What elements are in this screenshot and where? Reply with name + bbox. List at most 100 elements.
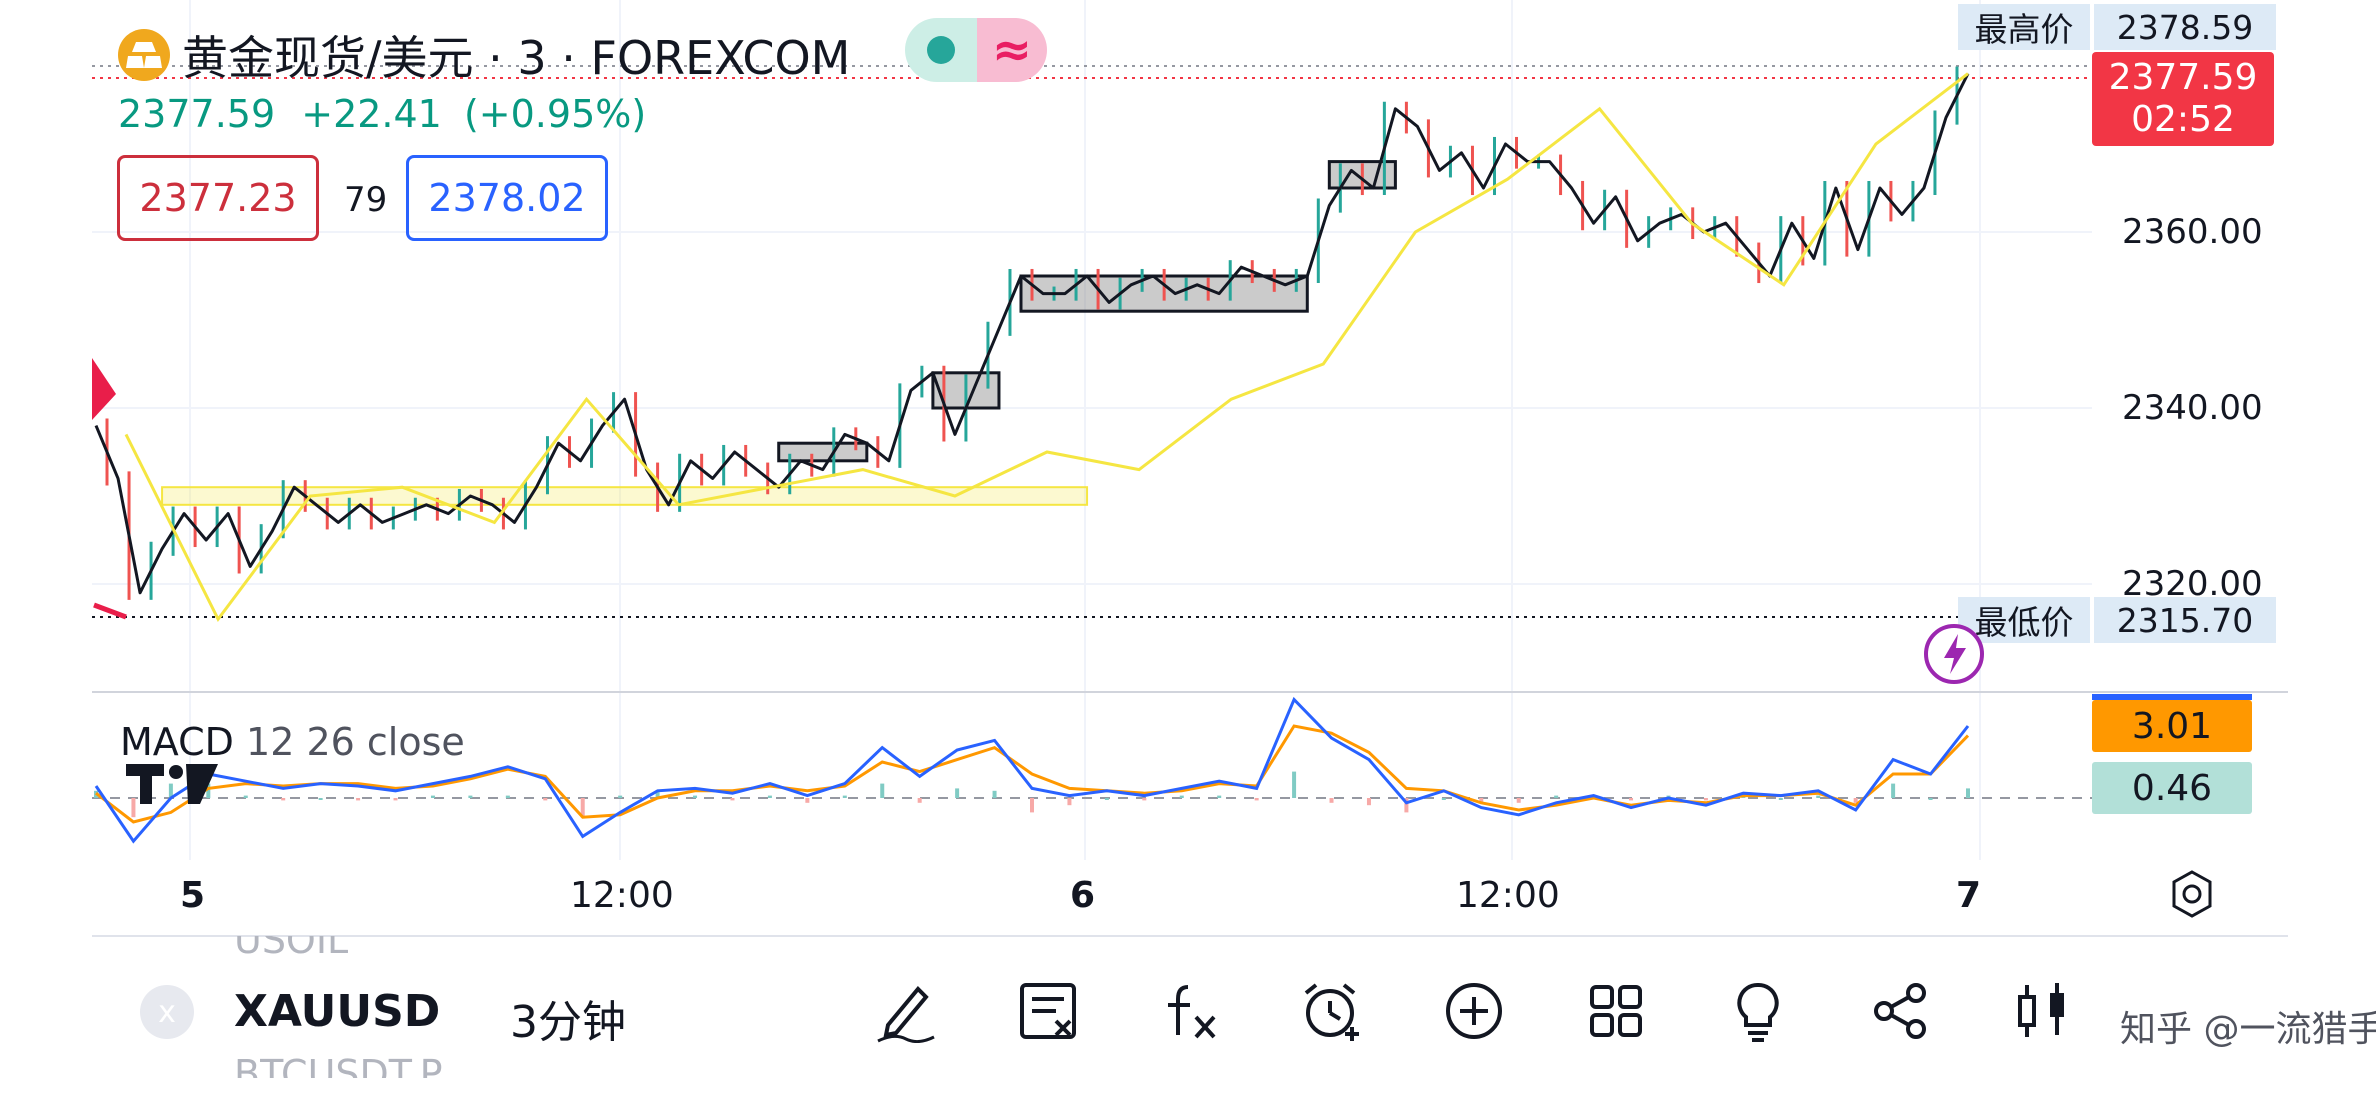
macd-histogram-bar-33 bbox=[1329, 798, 1334, 803]
indicators-fx-icon[interactable] bbox=[1154, 975, 1226, 1047]
macd-histogram-bar-25 bbox=[1030, 798, 1034, 813]
add-plus-icon[interactable] bbox=[1438, 975, 1510, 1047]
price-change: +22.41 bbox=[301, 92, 442, 136]
macd-histogram-bar-20 bbox=[842, 795, 847, 798]
macd-histogram-bar-17 bbox=[730, 798, 735, 801]
macd-histogram-bar-26 bbox=[1067, 798, 1072, 806]
macd-histogram-bar-41 bbox=[1629, 798, 1634, 801]
macd-histogram-bar-16 bbox=[693, 795, 698, 798]
chart-type-candles-icon[interactable] bbox=[2006, 975, 2078, 1047]
price-tick-2340: 2340.00 bbox=[2122, 388, 2263, 428]
symbol-selector[interactable]: XAUUSD bbox=[234, 986, 441, 1037]
macd-histogram-bar-27 bbox=[1104, 798, 1109, 800]
macd-pane bbox=[94, 696, 1970, 844]
price-change-line: 2377.59 +22.41 (+0.95%) bbox=[118, 92, 646, 136]
zigzag-line bbox=[124, 72, 1969, 623]
macd-histogram-bar-7 bbox=[356, 798, 361, 801]
price-lines bbox=[94, 72, 1970, 623]
price-change-pct: (+0.95%) bbox=[463, 92, 647, 136]
macd-histogram-bar-49 bbox=[1928, 798, 1933, 800]
macd-histogram-bar-31 bbox=[1254, 798, 1259, 801]
watchlist-prev-symbol[interactable]: USOIL bbox=[234, 918, 349, 962]
macd-histogram-bar-6 bbox=[318, 798, 323, 800]
interval-selector[interactable]: 3分钟 bbox=[510, 997, 626, 1048]
macd-histogram-bar-3 bbox=[206, 783, 211, 798]
high-price-label: 最高价 bbox=[1958, 4, 2090, 50]
macd-histogram-bar-14 bbox=[618, 795, 623, 798]
macd-histogram-bar-10 bbox=[468, 795, 473, 798]
sell-arrow-marker bbox=[92, 358, 116, 420]
symbol-title: 黄金现货/美元 · 3 · FOREXCOM bbox=[182, 31, 851, 85]
macd-histogram-bar-4 bbox=[243, 795, 248, 798]
market-open-dot-icon bbox=[905, 18, 977, 82]
news-icon[interactable] bbox=[1012, 975, 1084, 1047]
price-line bbox=[94, 72, 1970, 595]
macd-histogram-bar-50 bbox=[1966, 788, 1970, 798]
ideas-lightbulb-icon[interactable] bbox=[1722, 975, 1794, 1047]
candles bbox=[105, 66, 1959, 600]
macd-histogram-bar-19 bbox=[805, 798, 810, 803]
close-symbol-button[interactable]: x bbox=[140, 985, 194, 1039]
macd-histogram-bar-21 bbox=[880, 783, 885, 798]
macd-value-tag: 3.01 bbox=[2092, 700, 2252, 752]
macd-histogram-bar-28 bbox=[1142, 798, 1147, 801]
macd-histogram-bar-23 bbox=[955, 788, 960, 798]
macd-line-tag-edge bbox=[2092, 694, 2252, 700]
macd-histogram-bar-22 bbox=[917, 798, 922, 803]
current-price-tag: 2377.59 02:52 bbox=[2092, 52, 2274, 146]
alert-clock-icon[interactable] bbox=[1296, 975, 1368, 1047]
macd-histogram-bar-18 bbox=[767, 795, 772, 798]
macd-legend[interactable]: MACD 12 26 close bbox=[120, 720, 465, 764]
macd-histogram-bar-32 bbox=[1292, 771, 1297, 798]
macd-histogram-bar-36 bbox=[1441, 798, 1446, 800]
high-price-value: 2378.59 bbox=[2094, 4, 2276, 50]
macd-histogram-bar-48 bbox=[1891, 783, 1896, 798]
lightning-alert-icon[interactable] bbox=[1922, 622, 1986, 686]
macd-histogram-bar-39 bbox=[1554, 795, 1559, 798]
price-tick-2360: 2360.00 bbox=[2122, 212, 2263, 252]
macd-histogram-bar-34 bbox=[1366, 798, 1371, 806]
time-label-1200-day6: 12:00 bbox=[1456, 875, 1560, 916]
macd-histogram-bar-9 bbox=[430, 795, 435, 798]
layout-grid-icon[interactable] bbox=[1580, 975, 1652, 1047]
macd-histogram-bar-8 bbox=[393, 798, 398, 801]
bar-countdown: 02:52 bbox=[2131, 99, 2235, 140]
macd-histogram-bar-29 bbox=[1179, 795, 1184, 798]
chart-settings-icon[interactable] bbox=[2166, 868, 2218, 920]
chart-title[interactable]: 黄金现货/美元 · 3 · FOREXCOM bbox=[118, 22, 850, 88]
last-price: 2377.59 bbox=[118, 92, 276, 136]
low-marker bbox=[93, 602, 127, 620]
date-label-5: 5 bbox=[180, 875, 206, 916]
macd-line bbox=[94, 696, 1970, 844]
time-label-1200-day5: 12:00 bbox=[570, 875, 674, 916]
watermark-text: 知乎 @一流猎手 bbox=[2120, 1009, 2376, 1050]
consolidation-box-0 bbox=[161, 486, 1089, 506]
consolidation-box-1 bbox=[777, 441, 869, 463]
tradingview-logo-icon bbox=[126, 764, 218, 804]
buy-ask-button[interactable]: 2378.02 bbox=[406, 155, 608, 241]
data-delay-icon: ≈ bbox=[977, 18, 1047, 82]
spread-value: 79 bbox=[344, 180, 388, 220]
macd-histogram-bar-24 bbox=[992, 790, 997, 798]
low-price-label: 最低价 bbox=[1958, 597, 2090, 643]
macd-histogram-bar-1 bbox=[131, 798, 136, 818]
macd-histogram-bar-38 bbox=[1516, 798, 1521, 803]
macd-histogram-bar-11 bbox=[505, 795, 510, 798]
macd-histogram-bar-30 bbox=[1217, 795, 1222, 798]
signal-value-tag: 0.46 bbox=[2092, 762, 2252, 814]
date-label-7: 7 bbox=[1956, 875, 1982, 916]
macd-name: MACD bbox=[120, 720, 234, 764]
macd-histogram-bar-13 bbox=[580, 798, 585, 818]
macd-histogram-bar-45 bbox=[1778, 798, 1783, 800]
macd-histogram-bar-5 bbox=[281, 798, 286, 801]
watchlist-next-symbol[interactable]: BTCUSDT.P bbox=[234, 1052, 443, 1096]
macd-histogram-bar-12 bbox=[543, 798, 548, 801]
market-status-pill[interactable]: ≈ bbox=[905, 18, 1047, 82]
date-label-6: 6 bbox=[1070, 875, 1096, 916]
toolbar-divider bbox=[92, 935, 2288, 937]
drawing-tools-icon[interactable] bbox=[870, 975, 942, 1047]
current-price-value: 2377.59 bbox=[2108, 57, 2258, 98]
share-icon[interactable] bbox=[1864, 975, 1936, 1047]
sell-bid-button[interactable]: 2377.23 bbox=[117, 155, 319, 241]
